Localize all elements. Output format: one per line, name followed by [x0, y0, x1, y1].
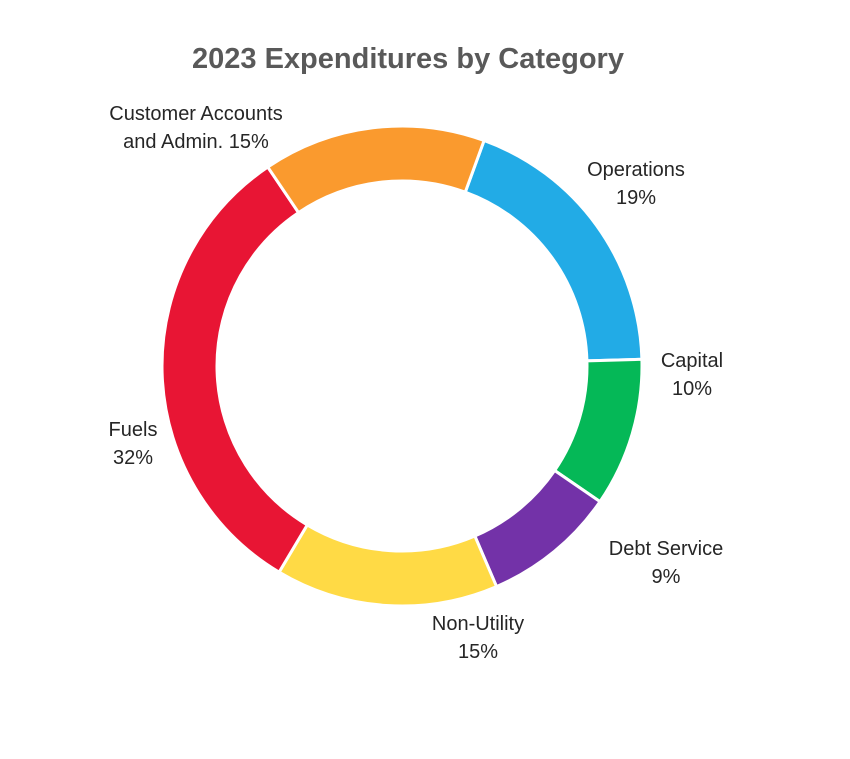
donut-slice-5: [265, 124, 487, 215]
slice-label-2: Debt Service 9%: [609, 538, 724, 588]
slice-label-line: 9%: [652, 566, 681, 588]
slice-label-line: Debt Service: [609, 538, 724, 560]
labels-layer: Operations 19% Capital 10% Debt Service 9% Non…: [109, 103, 724, 663]
slice-label-line: 10%: [672, 378, 712, 400]
slice-label-0: Operations 19%: [587, 159, 685, 209]
slice-label-line: 32%: [113, 447, 153, 469]
donut-slice-4: [160, 164, 310, 575]
slices-layer: [160, 124, 644, 608]
slice-label-line: Operations: [587, 159, 685, 181]
slice-label-line: Capital: [661, 350, 723, 372]
slice-label-line: and Admin. 15%: [123, 131, 269, 153]
slice-label-line: 19%: [616, 187, 656, 209]
slice-label-3: Non-Utility 15%: [432, 613, 524, 663]
slice-label-line: 15%: [458, 641, 498, 663]
slice-label-4: Fuels 32%: [109, 419, 158, 469]
slice-label-5: Customer Accounts and Admin. 15%: [109, 103, 282, 153]
slice-label-1: Capital 10%: [661, 350, 723, 400]
slice-label-line: Fuels: [109, 419, 158, 441]
slice-label-line: Customer Accounts: [109, 103, 282, 125]
slice-label-line: Non-Utility: [432, 613, 524, 635]
chart-title: 2023 Expenditures by Category: [192, 43, 624, 75]
